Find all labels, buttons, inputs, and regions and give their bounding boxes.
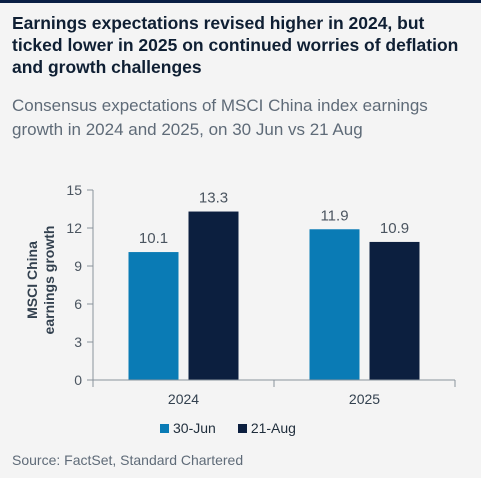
chart-subtitle: Consensus expectations of MSCI China ind… — [12, 96, 428, 139]
chart-title: Earnings expectations revised higher in … — [12, 13, 459, 77]
legend-label-30-jun: 30-Jun — [173, 420, 216, 436]
data-label-30-jun-2025: 11.9 — [320, 207, 348, 224]
y-axis-label-line-2: earnings growth — [41, 226, 57, 335]
x-tick-label-2024: 2024 — [168, 391, 199, 407]
legend-swatch-21-aug — [237, 423, 247, 433]
data-label-21-aug-2025: 10.9 — [380, 220, 409, 237]
y-tick-label: 9 — [74, 258, 82, 274]
y-tick-label: 3 — [74, 334, 82, 350]
legend-item-21-aug: 21-Aug — [237, 420, 296, 436]
source-note: Source: FactSet, Standard Chartered — [12, 452, 244, 468]
y-axis-label-line-1: MSCI China — [24, 241, 40, 319]
y-axis-label: MSCI China earnings growth — [24, 226, 57, 335]
legend: 30-Jun 21-Aug — [160, 420, 296, 436]
axes — [92, 190, 456, 387]
bar-21-aug-2025 — [369, 241, 420, 380]
bar-30-jun-2024 — [128, 252, 179, 380]
legend-swatch-30-jun — [160, 423, 169, 433]
bars — [128, 211, 420, 380]
data-label-30-jun-2024: 10.1 — [139, 230, 168, 247]
y-tick-label: 15 — [66, 182, 82, 198]
x-tick-label-2025: 2025 — [349, 391, 380, 407]
y-tick-label: 0 — [74, 372, 82, 388]
data-label-21-aug-2024: 13.3 — [199, 190, 228, 207]
legend-label-21-aug: 21-Aug — [250, 420, 296, 436]
y-tick-label: 6 — [74, 296, 82, 312]
data-labels: 10.1 13.3 11.9 10.9 — [139, 190, 409, 248]
bar-chart: MSCI China earnings growth 0 3 6 9 12 15 10.1… — [24, 182, 456, 407]
bar-30-jun-2025 — [309, 229, 360, 380]
top-rule — [0, 0, 481, 3]
legend-item-30-jun: 30-Jun — [160, 420, 216, 436]
bar-21-aug-2024 — [188, 211, 239, 380]
x-ticks: 2024 2025 — [168, 391, 380, 407]
y-ticks: 0 3 6 9 12 15 — [66, 182, 93, 388]
y-tick-label: 12 — [66, 220, 82, 236]
